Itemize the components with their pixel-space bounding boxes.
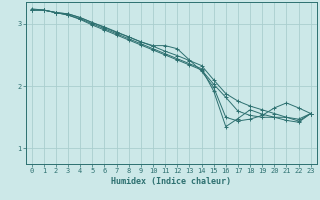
X-axis label: Humidex (Indice chaleur): Humidex (Indice chaleur): [111, 177, 231, 186]
